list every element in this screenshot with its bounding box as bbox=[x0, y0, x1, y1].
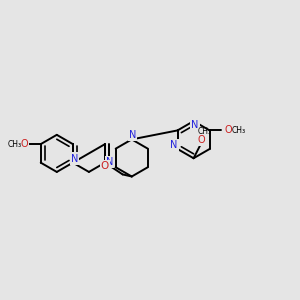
Text: CH₃: CH₃ bbox=[198, 127, 212, 136]
Text: N: N bbox=[191, 120, 199, 130]
Text: O: O bbox=[224, 125, 232, 135]
Text: N: N bbox=[106, 157, 113, 167]
Text: O: O bbox=[197, 135, 205, 145]
Text: N: N bbox=[129, 130, 136, 140]
Text: N: N bbox=[170, 140, 178, 150]
Text: CH₃: CH₃ bbox=[231, 126, 246, 135]
Text: CH₃: CH₃ bbox=[7, 140, 21, 148]
Text: N: N bbox=[70, 154, 78, 164]
Text: O: O bbox=[101, 161, 109, 171]
Text: O: O bbox=[20, 139, 28, 149]
